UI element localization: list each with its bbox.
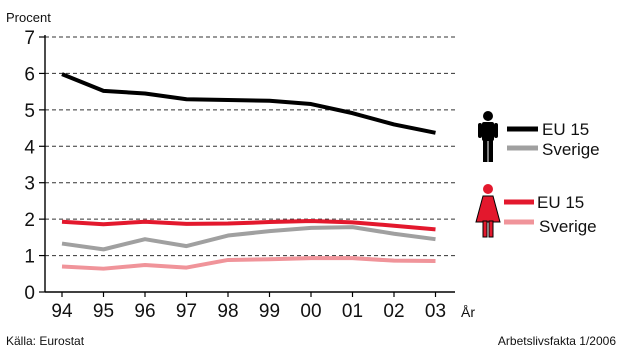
legend-women: EU 15 Sverige (475, 184, 597, 238)
x-tick-label: 01 (342, 301, 363, 322)
grid-lines (45, 36, 455, 257)
series-line-men-sverige (61, 225, 436, 252)
axes (39, 35, 455, 297)
x-axis-label: År (461, 304, 475, 320)
y-tick-label: 3 (24, 174, 35, 195)
man-icon (478, 111, 498, 162)
y-tick-label: 7 (24, 28, 35, 49)
y-tick-label: 5 (24, 101, 35, 122)
series-line-women-eu15 (61, 218, 436, 232)
x-tick-label: 00 (300, 301, 321, 322)
x-tick-label: 95 (93, 301, 114, 322)
legend-men: EU 15 Sverige (478, 111, 600, 162)
y-axis-label: Procent (6, 10, 51, 25)
x-tick-label: 99 (259, 301, 280, 322)
legend-label-men-sverige: Sverige (542, 140, 600, 159)
y-tick-label: 1 (24, 247, 35, 268)
legend-label-men-eu15: EU 15 (542, 120, 589, 139)
series-lines (61, 72, 436, 271)
x-tick-label: 98 (217, 301, 238, 322)
legend-label-women-eu15: EU 15 (537, 193, 584, 212)
y-tick-labels: 0 1 2 3 4 5 6 7 (24, 28, 35, 304)
x-tick-label: 03 (425, 301, 446, 322)
source-note: Källa: Eurostat (6, 334, 85, 348)
x-tick-label: 02 (383, 301, 404, 322)
woman-icon (475, 184, 501, 238)
series-line-women-sverige (61, 256, 436, 271)
x-tick-label: 96 (134, 301, 155, 322)
y-tick-label: 2 (24, 210, 35, 231)
x-tick-label: 97 (176, 301, 197, 322)
y-tick-label: 6 (24, 64, 35, 85)
x-tick-labels: 94 95 96 97 98 99 00 01 02 03 (51, 301, 446, 322)
legend-label-women-sverige: Sverige (539, 217, 597, 236)
x-tick-label: 94 (51, 301, 73, 322)
y-tick-label: 4 (24, 137, 35, 158)
series-line-men-eu15 (61, 72, 436, 135)
y-tick-label: 0 (24, 283, 35, 304)
credit-note: Arbetslivsfakta 1/2006 (497, 334, 616, 348)
